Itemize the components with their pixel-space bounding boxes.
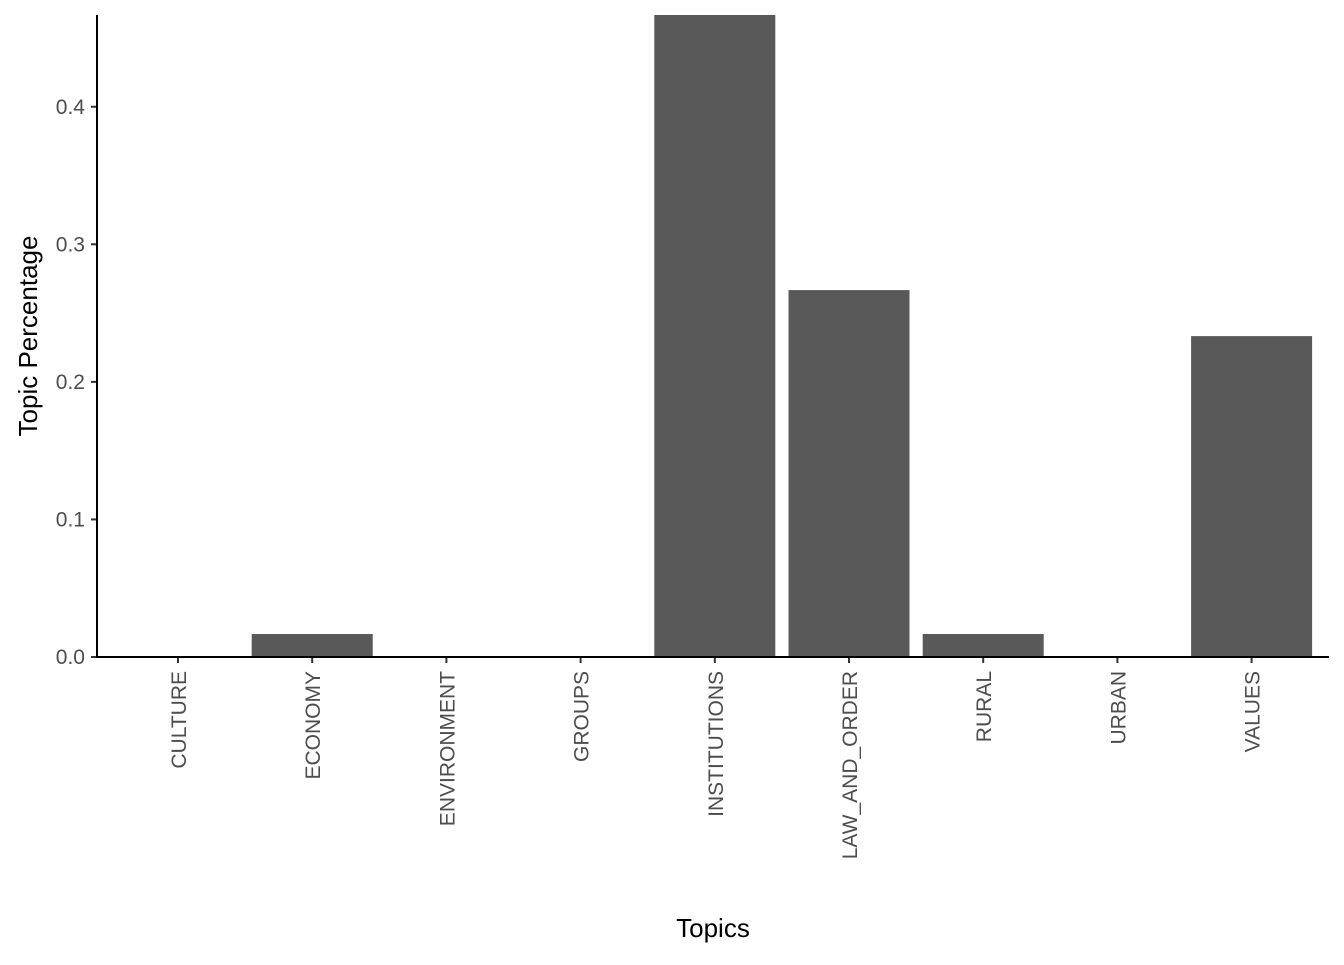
bar-economy — [251, 634, 373, 657]
x-tick-label: CULTURE — [168, 671, 191, 769]
bar-values — [1191, 336, 1313, 657]
y-tick-label: 0.4 — [56, 96, 86, 119]
y-axis-ticks: 0.0 0.1 0.2 0.3 0.4 — [56, 96, 97, 669]
x-tick-label: VALUES — [1242, 671, 1265, 752]
x-tick-label: ECONOMY — [302, 671, 325, 780]
y-axis-title: Topic Percentage — [13, 236, 43, 437]
x-tick-label: LAW_AND_ORDER — [839, 671, 862, 859]
y-tick-label: 0.2 — [56, 371, 85, 394]
y-tick-label: 0.1 — [56, 508, 85, 531]
bar-rural — [922, 634, 1044, 657]
x-axis-ticks: CULTURE ECONOMY ENVIRONMENT GROUPS INSTITUTI… — [168, 657, 1265, 859]
x-axis-title: Topics — [676, 913, 750, 943]
y-tick-label: 0.3 — [56, 233, 85, 256]
x-tick-label: RURAL — [973, 671, 996, 742]
x-tick-label: GROUPS — [571, 671, 594, 762]
y-tick-label: 0.0 — [56, 646, 85, 669]
x-tick-label: INSTITUTIONS — [705, 671, 728, 817]
bar-law-and-order — [788, 290, 910, 657]
bar-institutions — [654, 15, 776, 657]
x-tick-label: URBAN — [1107, 671, 1130, 745]
bars-layer — [251, 15, 1313, 657]
x-tick-label: ENVIRONMENT — [436, 671, 459, 826]
